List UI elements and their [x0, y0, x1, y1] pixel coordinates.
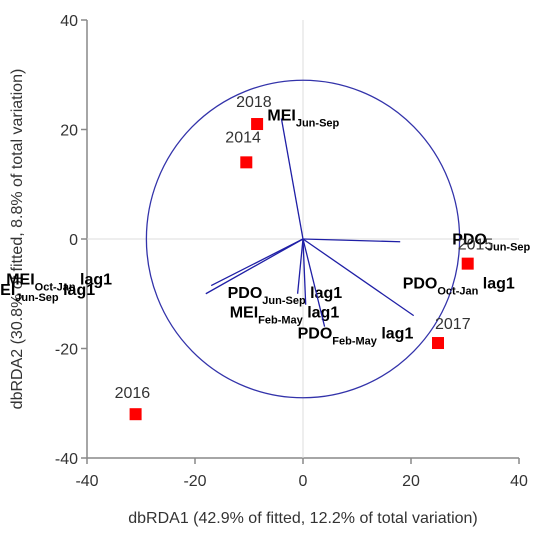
site-label: 2015: [458, 237, 494, 254]
vector-label-main: PDO: [452, 232, 487, 249]
y-tick-label: 20: [60, 123, 78, 140]
biplot-vector: [302, 238, 401, 243]
biplot-vector: [280, 118, 304, 240]
point-layer: 2014 2015 2016 2017 2018: [115, 94, 494, 421]
y-tick-label: 0: [69, 232, 78, 249]
site-label: 2016: [115, 385, 151, 402]
biplot-vector: [302, 238, 307, 305]
vector-label: MEIFeb-May lag1: [230, 305, 340, 327]
vector-label-sub: Jun-Sep: [487, 242, 531, 254]
biplot-vector: [302, 238, 326, 327]
biplot-vector: [210, 238, 304, 287]
y-tick-label: 40: [60, 13, 78, 30]
site-marker: [432, 337, 444, 350]
x-tick-label: 0: [299, 473, 308, 490]
vector-label: PDOFeb-May lag1: [298, 326, 414, 348]
vector-label-main: MEI: [6, 272, 34, 289]
biplot-vector: [205, 238, 304, 295]
site-label: 2018: [236, 94, 272, 111]
vector-label-sub: Jun-Sep: [296, 118, 340, 130]
vector-label-suffix: lag1: [59, 282, 96, 299]
vector-label-main: PDO: [403, 276, 438, 293]
vector-label-main: PDO: [228, 285, 263, 302]
correlation-circle: [145, 79, 461, 399]
x-tick-label: 20: [402, 473, 420, 490]
vector-label-sub: Oct-Jan: [35, 282, 76, 294]
vector-label: PDOJun-Sep: [452, 232, 530, 254]
y-tick-label: -20: [55, 342, 78, 359]
vector-label: MEIJun-Sep: [267, 108, 339, 130]
site-marker: [129, 408, 142, 421]
vector-label: MEIJun-Sep lag1: [0, 282, 95, 304]
vector-label: PDOOct-Jan lag1: [403, 276, 515, 298]
vector-label-sub: Jun-Sep: [15, 292, 59, 304]
vector-label-sub: Feb-May: [332, 336, 378, 348]
axis-ticks: -40 -20 0 20 40 -40 -20 0 20 40: [55, 13, 528, 490]
x-tick-label: 40: [510, 473, 528, 490]
y-axis-title: dbRDA2 (30.8% of fitted, 8.8% of total v…: [9, 69, 26, 410]
vector-label-sub: Feb-May: [258, 315, 304, 327]
site-marker: [461, 257, 474, 270]
x-tick-label: -20: [183, 473, 206, 490]
x-tick-label: -40: [75, 473, 98, 490]
correlation-circle-layer: [145, 79, 461, 399]
vector-label-main: PDO: [298, 326, 333, 343]
vector-label-sub: Jun-Sep: [262, 295, 306, 307]
y-tick-label: -40: [55, 451, 78, 468]
biplot-vector: [296, 238, 304, 294]
vector-label: MEIOct-Jan lag1: [6, 272, 112, 294]
vector-label-main: MEI: [267, 108, 295, 125]
vector-label: PDOJun-Sep lag1: [228, 285, 343, 307]
vector-label-suffix: lag1: [76, 272, 113, 289]
vector-label-suffix: lag1: [377, 326, 414, 343]
site-label: 2014: [225, 129, 261, 146]
site-marker: [240, 156, 253, 169]
vector-label-main: MEI: [0, 282, 15, 299]
vector-label-main: MEI: [230, 305, 258, 322]
vector-label-suffix: lag1: [478, 276, 515, 293]
vector-label-sub: Oct-Jan: [437, 286, 478, 298]
site-marker: [251, 118, 264, 131]
site-label: 2017: [435, 316, 471, 333]
x-axis-title: dbRDA1 (42.9% of fitted, 12.2% of total …: [128, 510, 478, 527]
vector-label-suffix: lag1: [306, 285, 343, 302]
biplot-vector: [302, 238, 415, 317]
